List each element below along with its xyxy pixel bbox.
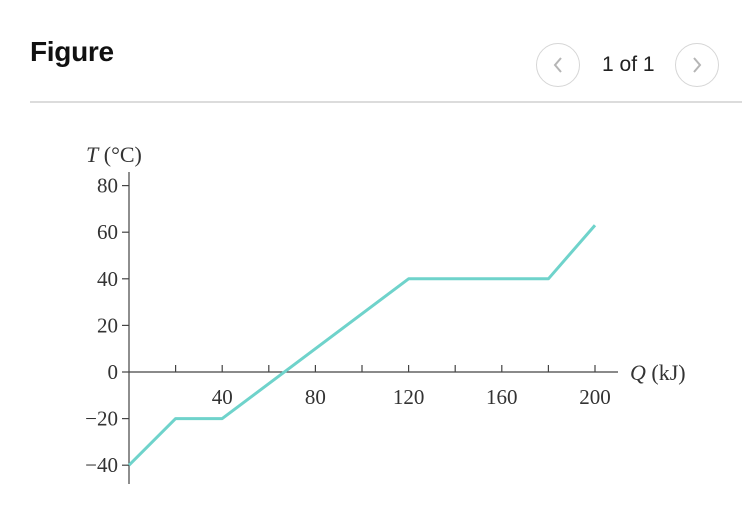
x-tick-label: 40	[212, 385, 233, 409]
series-line-0	[127, 224, 597, 467]
y-tick-label: −20	[85, 407, 118, 431]
y-tick-label: 80	[97, 174, 118, 198]
x-tick-label: 120	[393, 385, 425, 409]
x-tick-label: 160	[486, 385, 518, 409]
y-tick-label: 60	[97, 220, 118, 244]
pager: 1 of 1	[536, 42, 719, 88]
x-axis-title: Q (kJ)	[630, 360, 686, 385]
page-title: Figure	[30, 36, 114, 67]
next-button[interactable]	[674, 43, 719, 87]
page-counter: 1 of 1	[602, 53, 655, 76]
x-tick-label: 80	[305, 385, 326, 409]
y-tick-label: −40	[85, 453, 118, 477]
y-tick-label: 40	[97, 267, 118, 291]
x-tick-label: 200	[579, 385, 611, 409]
y-axis-title: T (°C)	[86, 142, 142, 167]
y-tick-label: 0	[108, 360, 119, 384]
y-tick-label: 20	[97, 313, 118, 337]
chevron-right-icon	[692, 57, 701, 73]
chevron-left-icon	[553, 57, 562, 73]
header-divider	[30, 101, 742, 103]
prev-button[interactable]	[536, 43, 580, 87]
